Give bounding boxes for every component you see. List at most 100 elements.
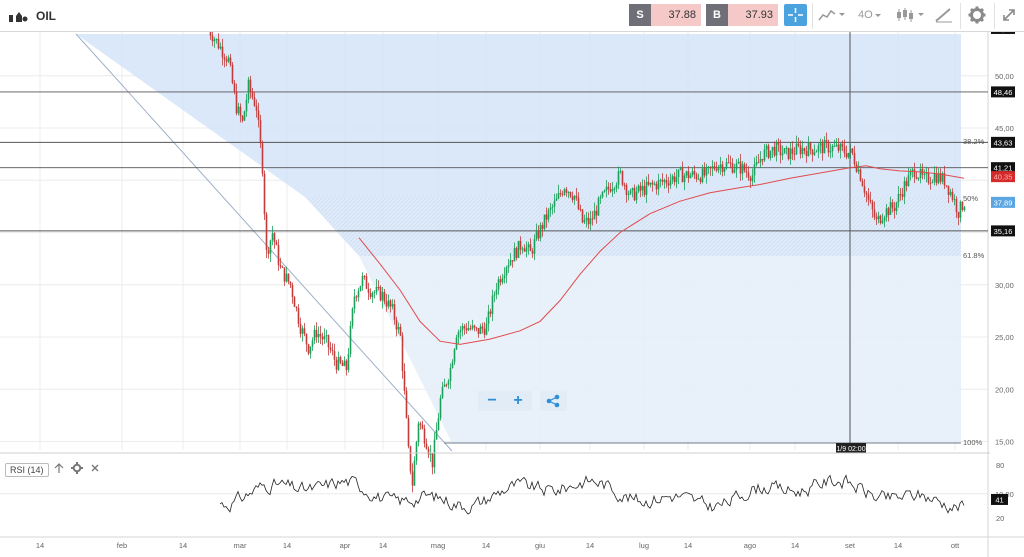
sell-quote[interactable]: S 37.88 bbox=[629, 4, 701, 26]
candle-body bbox=[703, 168, 706, 176]
time-axis[interactable]: 14 feb 14 mar 14 apr 14 mag 14 giu 14 lug 14 ago 14 set… bbox=[0, 536, 1024, 550]
candle-body bbox=[931, 181, 934, 183]
candle-body bbox=[711, 166, 714, 169]
candle-body bbox=[743, 164, 746, 171]
sell-letter[interactable]: S bbox=[629, 4, 651, 26]
candle-body bbox=[329, 347, 332, 350]
candle-body bbox=[447, 381, 450, 385]
candle-body bbox=[571, 196, 574, 200]
candle-body bbox=[647, 181, 650, 185]
candle-body bbox=[237, 106, 240, 114]
arrow-up-icon[interactable] bbox=[53, 462, 65, 474]
sell-price[interactable]: 37.88 bbox=[651, 4, 701, 26]
candle-body bbox=[933, 173, 936, 182]
candle-body bbox=[811, 149, 814, 155]
share-button[interactable] bbox=[540, 391, 567, 411]
candle-body bbox=[355, 296, 358, 298]
candle-body bbox=[797, 143, 800, 146]
candle-body bbox=[851, 148, 854, 153]
crosshair-button[interactable] bbox=[784, 4, 807, 26]
crosshair-icon bbox=[788, 8, 803, 22]
candle-body bbox=[595, 210, 598, 216]
interval-button[interactable]: 4O bbox=[858, 5, 883, 25]
candle-style-button[interactable] bbox=[896, 5, 926, 25]
candle-body bbox=[637, 185, 640, 192]
candle-body bbox=[963, 207, 966, 210]
candle-body bbox=[789, 148, 792, 160]
candle-body bbox=[441, 386, 444, 398]
candle-body bbox=[469, 328, 472, 330]
candle-body bbox=[407, 417, 410, 447]
gear-icon[interactable] bbox=[71, 462, 83, 474]
candle-body bbox=[515, 248, 518, 258]
buy-quote[interactable]: B 37.93 bbox=[706, 4, 778, 26]
crosshair-time-label: 1/9 02:00 bbox=[836, 446, 865, 453]
candle-body bbox=[405, 390, 408, 418]
candle-body bbox=[719, 164, 722, 167]
buy-letter[interactable]: B bbox=[706, 4, 728, 26]
candle-body bbox=[373, 291, 376, 294]
price-chart[interactable]: 38.2% 50% 61.8% 100% 1/9 02:00 50,00 45,0… bbox=[0, 32, 1024, 557]
candle-body bbox=[755, 162, 758, 165]
candle-body bbox=[323, 335, 326, 340]
candle-body bbox=[589, 218, 592, 225]
oil-drop-icon bbox=[9, 12, 28, 22]
candle-body bbox=[757, 162, 760, 164]
candle-body bbox=[603, 190, 606, 192]
draw-tool-button[interactable] bbox=[934, 5, 954, 25]
chart-toolbar: OIL S 37.88 B 37.93 4O bbox=[0, 0, 1024, 32]
candle-body bbox=[769, 150, 772, 158]
candle-body bbox=[485, 323, 488, 335]
fullscreen-button[interactable] bbox=[1001, 5, 1017, 25]
candle-body bbox=[951, 191, 954, 200]
candle-body bbox=[347, 354, 350, 371]
chart-type-button[interactable] bbox=[818, 5, 846, 25]
candle-body bbox=[945, 185, 948, 187]
candle-body bbox=[901, 194, 904, 197]
crosshair-time-badge: 1/9 02:00 bbox=[836, 443, 866, 453]
candle-body bbox=[575, 195, 578, 198]
candle-body bbox=[529, 244, 532, 252]
rsi-value-badge bbox=[991, 493, 1008, 505]
candle-body bbox=[731, 163, 734, 173]
candle-body bbox=[451, 362, 454, 368]
zoom-in-button[interactable]: + bbox=[513, 392, 523, 409]
candle-body bbox=[245, 99, 248, 112]
moving-average-badge bbox=[991, 171, 1015, 183]
candle-body bbox=[255, 105, 258, 111]
zoom-out-button[interactable]: − bbox=[487, 392, 497, 409]
candle-body bbox=[713, 166, 716, 169]
candle-body bbox=[953, 199, 956, 201]
candle-body bbox=[547, 209, 550, 220]
candle-body bbox=[533, 239, 536, 254]
time-tick-label: ago bbox=[744, 541, 757, 550]
candle-body bbox=[563, 189, 566, 195]
candle-body bbox=[489, 311, 492, 314]
candle-body bbox=[307, 344, 310, 354]
close-icon[interactable] bbox=[89, 462, 101, 474]
candle-body bbox=[553, 200, 556, 207]
candle-body bbox=[259, 120, 262, 144]
candle-body bbox=[559, 193, 562, 195]
candle-body bbox=[423, 428, 426, 444]
rsi-indicator-label[interactable]: RSI (14) bbox=[5, 463, 49, 477]
rsi-panel: 80 20 41 bbox=[0, 452, 1008, 523]
candle-body bbox=[567, 192, 570, 194]
candle-body bbox=[511, 260, 514, 262]
candle-body bbox=[683, 175, 686, 183]
candle-body bbox=[535, 230, 538, 240]
candle-body bbox=[359, 285, 362, 292]
candle-body bbox=[383, 291, 386, 302]
candle-body bbox=[787, 147, 790, 160]
candle-body bbox=[239, 106, 242, 117]
candle-body bbox=[231, 64, 234, 83]
price-tick-label: 50,00 bbox=[995, 72, 1014, 81]
price-axis[interactable]: 50,0045,0035,0030,0025,0020,0015,0010,00… bbox=[991, 32, 1015, 499]
candle-body bbox=[261, 143, 264, 174]
buy-price[interactable]: 37.93 bbox=[728, 4, 778, 26]
settings-button[interactable] bbox=[968, 5, 986, 25]
candle-body bbox=[389, 300, 392, 307]
candle-body bbox=[935, 173, 938, 184]
candle-body bbox=[681, 168, 684, 183]
